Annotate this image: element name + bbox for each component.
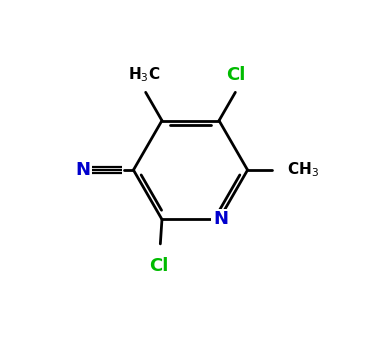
Text: Cl: Cl bbox=[226, 66, 245, 84]
Text: H$_3$C: H$_3$C bbox=[128, 66, 160, 84]
Text: CH$_3$: CH$_3$ bbox=[287, 161, 319, 180]
Text: N: N bbox=[213, 210, 228, 228]
Text: Cl: Cl bbox=[149, 257, 168, 275]
Text: N: N bbox=[75, 161, 90, 179]
